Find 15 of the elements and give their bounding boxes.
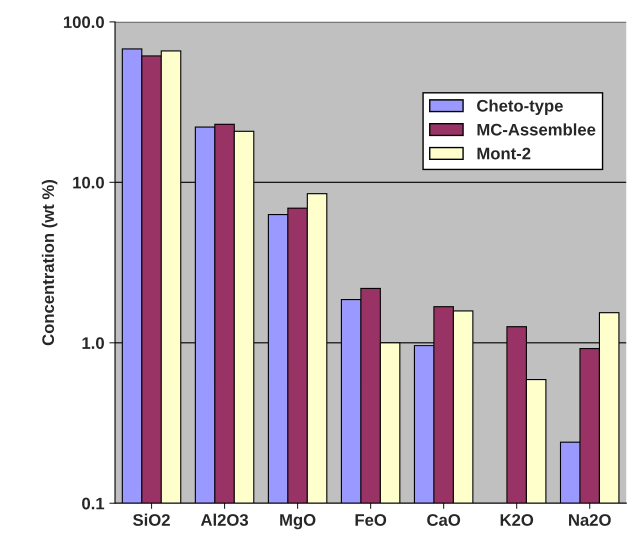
- x-tick-label: K2O: [500, 514, 534, 526]
- x-tick-label: SiO2: [133, 514, 170, 526]
- legend-label: MC-Assemblee: [478, 123, 596, 136]
- y-tick-label: 1.0: [82, 337, 104, 349]
- x-tick-label: MgO: [280, 514, 316, 530]
- y-tick-label: 0.1: [82, 498, 104, 510]
- x-tick-label: Al2O3: [200, 514, 248, 526]
- legend-label: Cheto-type: [477, 99, 563, 115]
- y-axis-title: Concentration (wt %): [42, 180, 58, 346]
- x-tick-label: FeO: [356, 514, 386, 526]
- legend-label: Mont-2: [478, 148, 530, 160]
- x-tick-label: Na2O: [569, 514, 611, 526]
- y-tick-label: 100.0: [64, 16, 104, 28]
- x-tick-label: CaO: [427, 514, 460, 526]
- y-tick-label: 10.0: [73, 176, 104, 189]
